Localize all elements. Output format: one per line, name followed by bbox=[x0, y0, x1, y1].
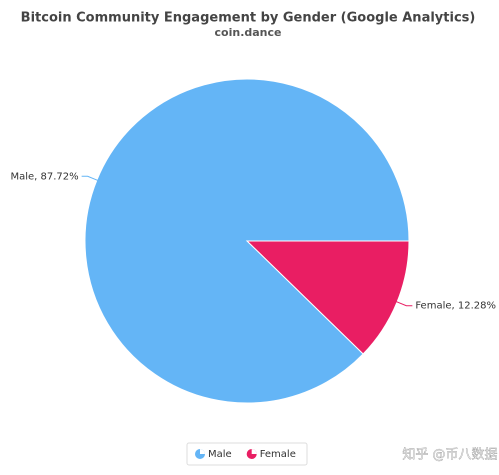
watermark: 知乎 @币八数据 bbox=[402, 447, 497, 463]
label-connector bbox=[81, 175, 99, 182]
pie-slice bbox=[84, 78, 410, 404]
label-connector bbox=[395, 300, 413, 307]
chart-subtitle: coin.dance bbox=[215, 26, 282, 39]
legend-label: Male bbox=[208, 449, 232, 460]
legend-icon-cut bbox=[200, 449, 205, 454]
legend: Male Female bbox=[186, 442, 308, 466]
data-label: Male, 87.72% bbox=[10, 171, 78, 182]
legend-icon-cut bbox=[251, 449, 257, 454]
chart-title: Bitcoin Community Engagement by Gender (… bbox=[21, 11, 476, 26]
data-label: Female, 12.28% bbox=[415, 301, 496, 312]
legend-label: Female bbox=[260, 449, 296, 460]
